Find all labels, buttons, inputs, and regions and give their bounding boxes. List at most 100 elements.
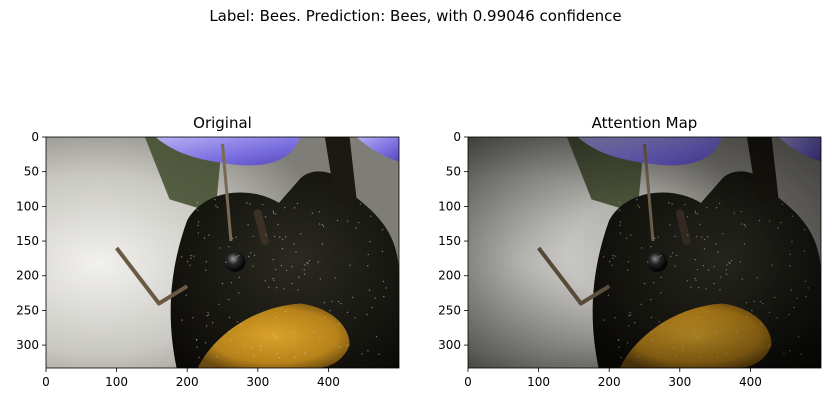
fur-speck <box>228 331 230 333</box>
bee-antenna-base <box>253 209 269 246</box>
fur-speck <box>238 276 241 279</box>
fur-speck <box>204 342 207 344</box>
fur-speck <box>340 302 342 305</box>
fur-speck <box>196 346 198 348</box>
fur-speck <box>272 212 275 214</box>
fur-speck <box>249 203 251 205</box>
fur-speck <box>237 254 240 257</box>
fur-speck <box>367 265 369 267</box>
fur-speck <box>215 204 217 207</box>
fur-speck <box>218 247 221 249</box>
axes-title: Original <box>193 114 252 132</box>
fur-speck <box>355 227 357 229</box>
fur-speck <box>381 250 384 252</box>
petal-shape-right <box>356 137 399 162</box>
fur-speck <box>323 301 326 304</box>
fur-speck <box>260 349 262 352</box>
fur-speck <box>181 319 183 321</box>
fur-speck <box>268 286 270 288</box>
y-tick-label: 0 <box>31 130 39 144</box>
fur-speck <box>250 252 252 254</box>
fur-speck <box>205 269 207 272</box>
fur-speck <box>281 248 284 250</box>
y-tick-label: 50 <box>24 165 39 179</box>
y-tick-label: 100 <box>438 199 461 213</box>
image-panel-2 <box>468 137 821 368</box>
fur-speck <box>206 314 208 317</box>
fur-speck <box>197 221 200 223</box>
image-panel-1 <box>46 137 399 368</box>
fur-speck <box>349 264 351 266</box>
fur-speck <box>294 356 297 359</box>
fur-speck <box>186 260 189 263</box>
y-tick-label: 250 <box>16 303 39 317</box>
fur-speck <box>331 300 333 303</box>
fur-speck <box>298 276 300 278</box>
x-tick-label: 300 <box>246 375 269 389</box>
fur-speck <box>371 306 373 309</box>
fur-speck <box>228 298 230 301</box>
fur-speck <box>244 343 246 345</box>
x-tick-label: 400 <box>317 375 340 389</box>
fur-speck <box>265 234 267 236</box>
fur-speck <box>252 235 254 238</box>
fur-speck <box>225 261 227 263</box>
y-tick-label: 200 <box>16 269 39 283</box>
x-tick-label: 100 <box>105 375 128 389</box>
fur-speck <box>293 243 295 245</box>
x-tick-label: 200 <box>598 375 621 389</box>
fur-speck <box>285 236 287 238</box>
fur-speck <box>318 223 321 225</box>
y-tick-label: 100 <box>16 199 39 213</box>
fur-speck <box>303 273 306 275</box>
fur-speck <box>228 245 230 248</box>
fur-speck <box>264 280 266 282</box>
bee-raised-leg <box>324 137 357 203</box>
fur-speck <box>278 356 280 359</box>
fur-speck <box>253 254 256 256</box>
fur-speck <box>359 203 362 205</box>
fur-speck <box>272 332 274 334</box>
fur-speck <box>230 282 233 284</box>
fur-speck <box>293 207 296 209</box>
attention-dim <box>468 137 821 368</box>
fur-speck <box>354 317 356 319</box>
fur-speck <box>189 264 191 266</box>
fur-speck <box>276 337 278 340</box>
fur-speck <box>235 351 238 353</box>
fur-speck <box>273 279 275 281</box>
fur-speck <box>215 355 217 358</box>
fur-speck <box>367 253 369 256</box>
fur-speck <box>307 262 309 265</box>
fur-speck <box>221 282 224 285</box>
x-tick-label: 300 <box>668 375 691 389</box>
fur-speck <box>322 225 325 228</box>
fur-speck <box>358 221 360 224</box>
y-tick-label: 0 <box>453 130 461 144</box>
fur-speck <box>207 311 209 314</box>
fur-speck <box>361 353 363 355</box>
fur-speck <box>205 325 208 327</box>
fur-speck <box>218 303 220 306</box>
fur-speck <box>367 349 369 352</box>
fur-speck <box>374 297 376 299</box>
fur-speck <box>196 202 199 204</box>
x-tick-label: 0 <box>464 375 472 389</box>
fur-speck <box>274 336 277 338</box>
y-tick-label: 200 <box>438 269 461 283</box>
fur-speck <box>291 265 293 268</box>
fur-speck <box>338 323 340 325</box>
y-tick-label: 300 <box>438 338 461 352</box>
fur-speck <box>197 232 200 234</box>
fur-speck <box>247 255 250 258</box>
fur-speck <box>190 257 192 260</box>
fur-speck <box>196 209 199 212</box>
fur-speck <box>282 238 284 241</box>
fur-speck <box>275 316 277 319</box>
fur-speck <box>308 260 311 262</box>
fur-speck <box>324 316 327 318</box>
fur-speck <box>274 213 277 215</box>
fur-speck <box>321 223 324 226</box>
fur-speck <box>205 260 208 263</box>
fur-speck <box>295 251 297 253</box>
